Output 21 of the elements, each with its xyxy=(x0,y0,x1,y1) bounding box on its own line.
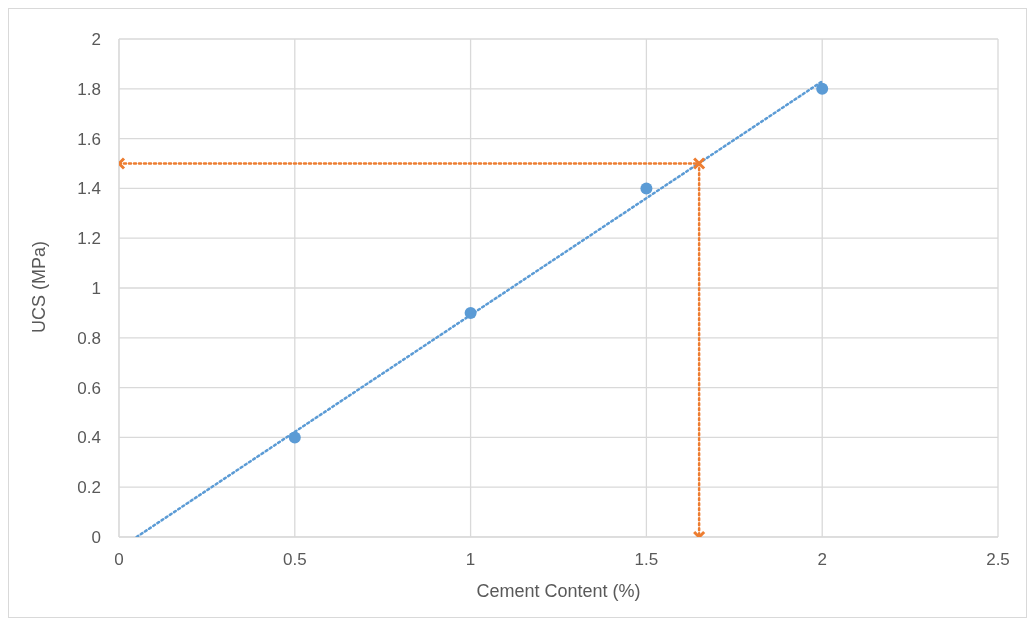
y-tick-label: 1 xyxy=(91,279,101,299)
y-axis-title: UCS (MPa) xyxy=(29,240,50,333)
y-tick-label: 0.6 xyxy=(77,378,101,398)
y-tick-label: 0.2 xyxy=(77,478,101,498)
x-tick-label: 0 xyxy=(114,550,124,570)
y-tick-label: 1.8 xyxy=(77,79,101,99)
y-tick-label: 1.4 xyxy=(77,179,101,199)
x-tick-label: 1.5 xyxy=(634,550,659,570)
y-tick-label: 0.4 xyxy=(77,428,101,448)
y-tick-label: 1.2 xyxy=(77,229,101,249)
point xyxy=(816,82,829,95)
point xyxy=(640,182,653,195)
y-tick-label: 0 xyxy=(91,528,101,548)
x-axis-title: Cement Content (%) xyxy=(476,581,641,601)
y-tick-label: 0.8 xyxy=(77,328,101,348)
x-tick-label: 2 xyxy=(817,550,827,570)
x-tick-label: 1 xyxy=(465,550,476,570)
x-tick-label: 2.5 xyxy=(986,550,1010,570)
y-tick-label: 1.6 xyxy=(77,129,101,149)
y-tick-label: 2 xyxy=(91,30,101,50)
x-tick-label: 0.5 xyxy=(282,550,307,570)
